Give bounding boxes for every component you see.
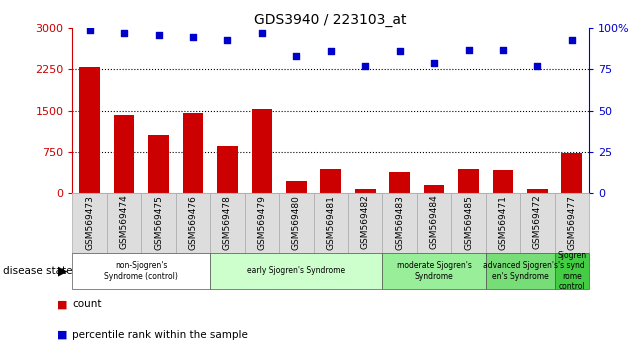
Text: GSM569480: GSM569480 — [292, 195, 301, 250]
Text: disease state: disease state — [3, 266, 72, 276]
Bar — [210, 253, 382, 289]
Point — [188, 34, 198, 39]
Point — [154, 32, 164, 38]
Bar — [561, 153, 582, 193]
Text: GSM569482: GSM569482 — [361, 195, 370, 250]
Bar — [107, 193, 141, 253]
Bar — [520, 193, 554, 253]
Point — [360, 63, 370, 69]
Text: moderate Sjogren's
Syndrome: moderate Sjogren's Syndrome — [397, 261, 471, 280]
Text: GSM569472: GSM569472 — [533, 195, 542, 250]
Bar — [183, 113, 203, 193]
Text: GSM569484: GSM569484 — [430, 195, 438, 250]
Bar — [355, 189, 375, 193]
Bar — [554, 253, 589, 289]
Text: early Sjogren's Syndrome: early Sjogren's Syndrome — [247, 266, 345, 275]
Text: GSM569473: GSM569473 — [85, 195, 94, 250]
Bar — [458, 169, 479, 193]
Bar — [244, 193, 279, 253]
Bar — [527, 189, 547, 193]
Bar — [417, 193, 451, 253]
Text: GSM569483: GSM569483 — [395, 195, 404, 250]
Bar — [389, 172, 410, 193]
Text: GSM569485: GSM569485 — [464, 195, 473, 250]
Bar — [141, 193, 176, 253]
Bar — [486, 253, 554, 289]
Text: GSM569471: GSM569471 — [498, 195, 507, 250]
Bar — [493, 170, 513, 193]
Text: percentile rank within the sample: percentile rank within the sample — [72, 330, 248, 339]
Text: GSM569477: GSM569477 — [568, 195, 576, 250]
Bar — [114, 115, 134, 193]
Point — [326, 48, 336, 54]
Point — [222, 37, 232, 43]
Text: GSM569476: GSM569476 — [188, 195, 197, 250]
Bar — [279, 193, 314, 253]
Bar — [321, 169, 341, 193]
Point — [498, 47, 508, 52]
Bar — [210, 193, 244, 253]
Bar — [176, 193, 210, 253]
Bar — [286, 181, 307, 193]
Bar — [72, 253, 210, 289]
Text: ■: ■ — [57, 330, 67, 339]
Bar — [314, 193, 348, 253]
Text: GSM569474: GSM569474 — [120, 195, 129, 250]
Bar — [451, 193, 486, 253]
Text: non-Sjogren's
Syndrome (control): non-Sjogren's Syndrome (control) — [105, 261, 178, 280]
Point — [119, 30, 129, 36]
Text: GSM569475: GSM569475 — [154, 195, 163, 250]
Point — [291, 53, 301, 59]
Text: count: count — [72, 299, 102, 309]
Bar — [486, 193, 520, 253]
Bar — [72, 193, 107, 253]
Point — [567, 37, 577, 43]
Point — [429, 60, 439, 66]
Bar — [382, 193, 417, 253]
Text: ▶: ▶ — [59, 264, 68, 277]
Text: Sjogren
's synd
rome
control: Sjogren 's synd rome control — [558, 251, 587, 291]
Bar — [424, 185, 444, 193]
Text: advanced Sjogren's
en's Syndrome: advanced Sjogren's en's Syndrome — [483, 261, 558, 280]
Text: GSM569478: GSM569478 — [223, 195, 232, 250]
Bar — [554, 193, 589, 253]
Text: ■: ■ — [57, 299, 67, 309]
Bar — [348, 193, 382, 253]
Point — [257, 30, 267, 36]
Text: GSM569481: GSM569481 — [326, 195, 335, 250]
Title: GDS3940 / 223103_at: GDS3940 / 223103_at — [255, 13, 407, 27]
Bar — [148, 135, 169, 193]
Bar — [382, 253, 486, 289]
Point — [394, 48, 404, 54]
Text: GSM569479: GSM569479 — [258, 195, 266, 250]
Bar — [79, 67, 100, 193]
Point — [532, 63, 542, 69]
Point — [464, 47, 474, 52]
Bar — [217, 146, 238, 193]
Point — [84, 27, 94, 33]
Bar — [251, 109, 272, 193]
